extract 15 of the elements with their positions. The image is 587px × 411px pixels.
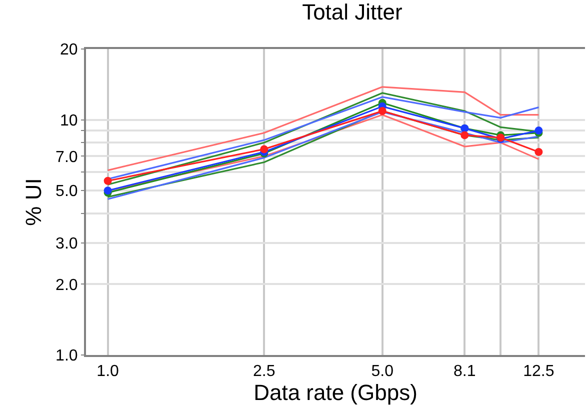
x-tick-label: 1.0 [96, 363, 120, 380]
y-tick-label: 10 [60, 112, 78, 130]
chart-title: Total Jitter [302, 0, 402, 25]
y-tick-label: 2.0 [56, 276, 78, 294]
y-tick-label: 3.0 [56, 235, 78, 252]
x-tick-label: 12.5 [523, 363, 554, 380]
x-tick-label: 2.5 [252, 363, 276, 380]
y-tick-label: 7.0 [56, 148, 78, 166]
x-tick-label: 5.0 [371, 363, 394, 380]
y-tick-label: 1.0 [56, 348, 78, 365]
x-tick-label: 8.1 [454, 363, 476, 380]
y-axis-title: % UI [20, 178, 46, 226]
y-tick-label: 5.0 [56, 183, 78, 200]
x-axis-title: Data rate (Gbps) [254, 380, 418, 406]
y-tick-label: 20 [60, 42, 78, 59]
